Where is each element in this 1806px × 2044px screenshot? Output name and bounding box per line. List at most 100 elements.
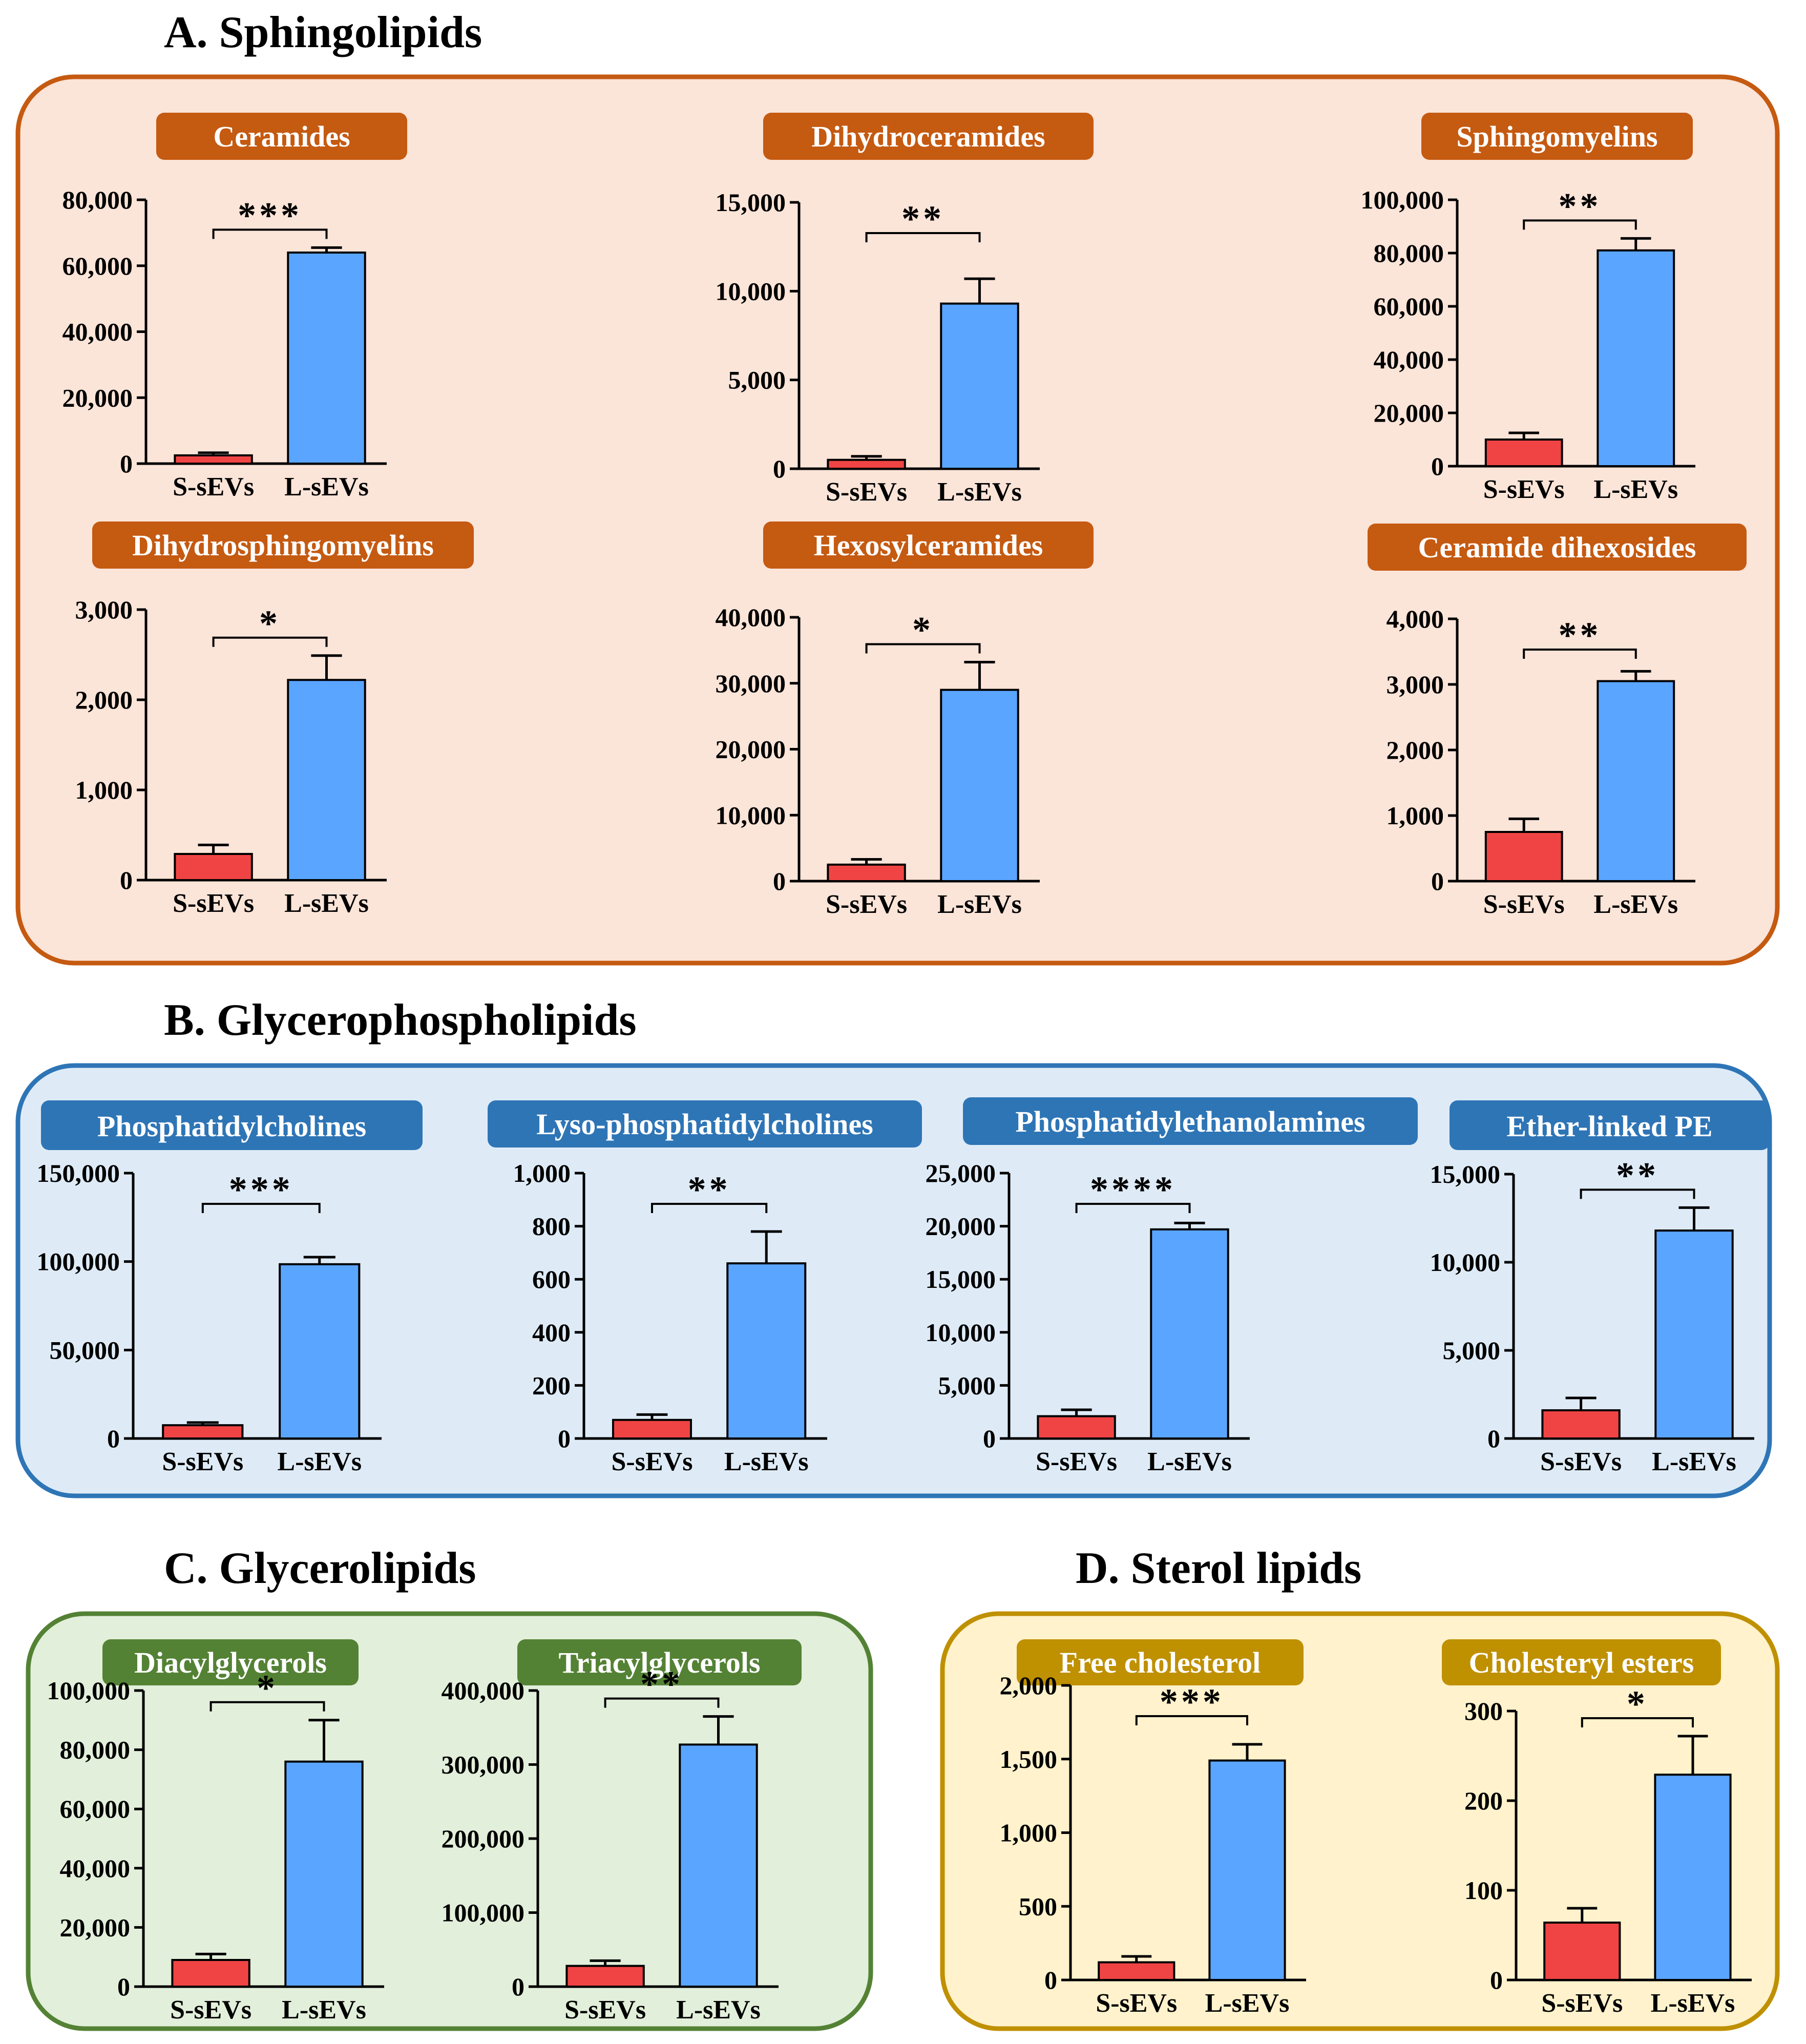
- chart-title-box: [517, 1639, 802, 1685]
- y-tick-label: 400,000: [442, 1676, 525, 1705]
- chart-title: Hexosylceramides: [814, 529, 1043, 562]
- y-tick-label: 40,000: [62, 318, 133, 346]
- y-tick-label: 60,000: [60, 1795, 131, 1823]
- significance-label: *: [259, 603, 281, 644]
- significance-bracket: [1580, 1188, 1695, 1199]
- bar-s-sevs: [1543, 1922, 1621, 1981]
- x-tick-label: L-sEVs: [1593, 890, 1678, 919]
- bar-l-sevs: [1597, 680, 1675, 882]
- y-tick-label: 2,000: [75, 685, 133, 714]
- x-tick-label: L-sEVs: [284, 889, 369, 918]
- bar-s-sevs: [565, 1965, 645, 1988]
- significance-label: ****: [1090, 1169, 1176, 1210]
- chart-7: Lyso-phosphatidylcholines 0 200 400 600 800 1,…: [488, 1100, 922, 1476]
- bar-l-sevs: [940, 302, 1019, 470]
- significance-bracket: [1135, 1715, 1248, 1725]
- chart-title-box: [763, 522, 1094, 569]
- x-tick-label: S-sEVs: [1540, 1447, 1622, 1476]
- x-tick-label: L-sEVs: [282, 1995, 366, 2025]
- y-tick-label: 10,000: [926, 1318, 996, 1347]
- significance-label: **: [640, 1664, 683, 1705]
- y-tick-label: 1,500: [1000, 1745, 1058, 1774]
- section-panel-sphingo: [15, 74, 1780, 966]
- y-tick-label: 1,000: [75, 776, 133, 804]
- significance-label: **: [688, 1169, 731, 1210]
- y-tick-label: 0: [1431, 867, 1444, 895]
- significance-label: ***: [229, 1169, 293, 1210]
- x-tick-label: L-sEVs: [1205, 1989, 1290, 2018]
- x-tick-label: L-sEVs: [1652, 1447, 1736, 1476]
- x-tick-label: L-sEVs: [1147, 1447, 1232, 1476]
- bar-s-sevs: [827, 458, 906, 470]
- bar-l-sevs: [679, 1743, 758, 1988]
- x-tick-label: L-sEVs: [284, 472, 369, 502]
- chart-title: Phosphatidylcholines: [97, 1110, 366, 1143]
- y-tick-label: 0: [117, 1972, 130, 2001]
- y-tick-label: 40,000: [1374, 345, 1444, 374]
- bar-s-sevs: [174, 454, 253, 465]
- y-tick-label: 20,000: [716, 735, 786, 764]
- chart-2: Sphingomyelins 0 20,000 40,000 60,000 80,000 1…: [1361, 113, 1695, 504]
- x-tick-label: S-sEVs: [1096, 1989, 1177, 2018]
- bar-s-sevs: [1484, 439, 1563, 467]
- y-tick-label: 20,000: [62, 383, 133, 412]
- x-tick-label: S-sEVs: [826, 477, 907, 507]
- x-tick-label: S-sEVs: [170, 1995, 251, 2025]
- y-tick-label: 1,000: [1387, 801, 1444, 830]
- chart-title: Lyso-phosphatidylcholines: [536, 1108, 873, 1141]
- y-tick-label: 200: [532, 1371, 571, 1400]
- y-tick-label: 0: [120, 866, 133, 894]
- x-tick-label: L-sEVs: [676, 1995, 761, 2025]
- chart-13: Cholesteryl esters 0 100 200 300 S-sEVs L-sEVs…: [1442, 1639, 1752, 2018]
- y-tick-label: 0: [512, 1972, 524, 2001]
- x-tick-label: L-sEVs: [1651, 1989, 1735, 2018]
- significance-bracket: [1523, 219, 1637, 230]
- chart-title-box: [156, 113, 407, 160]
- y-tick-label: 3,000: [75, 595, 133, 624]
- chart-4: Hexosylceramides 0 10,000 20,000 30,000 40,00…: [716, 522, 1094, 919]
- bar-s-sevs: [171, 1958, 250, 1988]
- y-tick-label: 0: [1490, 1966, 1503, 1994]
- chart-title: Ceramide dihexosides: [1418, 531, 1696, 564]
- chart-title-box: [1421, 113, 1693, 160]
- y-tick-label: 100,000: [47, 1676, 131, 1705]
- y-tick-label: 10,000: [716, 801, 786, 829]
- y-tick-label: 20,000: [926, 1212, 996, 1241]
- significance-label: ***: [1160, 1681, 1224, 1722]
- y-tick-label: 40,000: [60, 1854, 131, 1883]
- y-tick-label: 0: [773, 867, 786, 895]
- y-tick-label: 300: [1464, 1697, 1503, 1725]
- chart-10: Diacylglycerols 0 20,000 40,000 60,000 80,000…: [47, 1639, 384, 2025]
- y-tick-label: 0: [983, 1424, 996, 1453]
- chart-title-box: [763, 113, 1094, 160]
- chart-6: Phosphatidylcholines 0 50,000 100,000 150,00…: [37, 1100, 423, 1476]
- y-tick-label: 10,000: [1430, 1248, 1501, 1277]
- y-tick-label: 3,000: [1387, 670, 1444, 699]
- chart-5: Ceramide dihexosides 0 1,000 2,000 3,000 4,00…: [1368, 524, 1747, 919]
- y-tick-label: 15,000: [926, 1265, 996, 1294]
- bar-s-sevs: [162, 1424, 244, 1440]
- y-tick-label: 10,000: [716, 277, 786, 305]
- y-tick-label: 4,000: [1387, 604, 1444, 633]
- bar-l-sevs: [287, 679, 366, 882]
- y-tick-label: 2,000: [1000, 1671, 1058, 1700]
- significance-label: *: [1627, 1683, 1648, 1724]
- y-tick-label: 300,000: [442, 1750, 525, 1779]
- y-tick-label: 0: [1487, 1424, 1500, 1453]
- y-tick-label: 15,000: [716, 188, 786, 217]
- x-tick-label: L-sEVs: [937, 890, 1022, 919]
- chart-3: Dihydrosphingomyelins 0 1,000 2,000 3,000 S-s…: [75, 522, 474, 918]
- y-tick-label: 100: [1464, 1876, 1503, 1905]
- significance-label: *: [257, 1667, 278, 1708]
- x-tick-label: S-sEVs: [162, 1447, 243, 1476]
- section-panel-glycerophospho: [15, 1063, 1772, 1498]
- chart-title: Phosphatidylethanolamines: [1015, 1105, 1365, 1138]
- chart-title-box: [1017, 1639, 1304, 1685]
- chart-title-box: [1368, 524, 1747, 571]
- y-tick-label: 100,000: [1361, 185, 1444, 214]
- y-tick-label: 5,000: [938, 1371, 996, 1400]
- y-tick-label: 40,000: [716, 603, 786, 632]
- chart-title-box: [1450, 1100, 1770, 1150]
- y-tick-label: 150,000: [37, 1159, 120, 1187]
